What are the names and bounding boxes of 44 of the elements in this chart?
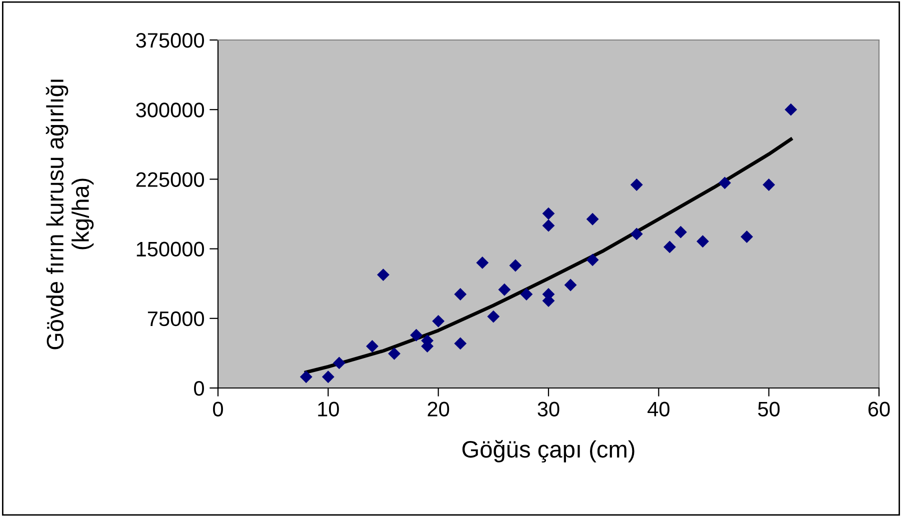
point bbox=[630, 178, 643, 191]
x-tick-label: 30 bbox=[538, 402, 560, 416]
y-axis-title: Gövde fırın kurusu ağırlığı (kg/ha) bbox=[46, 80, 94, 350]
point bbox=[762, 178, 776, 191]
point bbox=[663, 240, 676, 254]
x-tick-label: 40 bbox=[648, 402, 670, 416]
point bbox=[454, 288, 467, 300]
point bbox=[586, 212, 599, 226]
point bbox=[487, 310, 500, 323]
y-tick-label: 0 bbox=[194, 381, 204, 396]
point bbox=[630, 228, 643, 240]
y-tick-label: 300000 bbox=[136, 102, 204, 118]
point bbox=[564, 278, 577, 292]
point bbox=[740, 230, 754, 243]
point bbox=[542, 207, 555, 220]
point bbox=[366, 340, 378, 352]
point bbox=[586, 254, 599, 266]
x-tick-label: 10 bbox=[318, 402, 339, 416]
point bbox=[718, 176, 731, 190]
x-tick-label: 50 bbox=[758, 402, 780, 416]
x-tick-label: 0 bbox=[213, 402, 223, 416]
y-tick-label: 75000 bbox=[148, 311, 204, 326]
x-tick-label: 20 bbox=[428, 402, 450, 416]
point bbox=[520, 288, 533, 300]
x-axis-title: Göğüs çapı (cm) bbox=[462, 440, 634, 462]
y-tick-label: 375000 bbox=[136, 33, 204, 48]
point bbox=[542, 219, 555, 232]
point bbox=[322, 370, 334, 384]
point bbox=[784, 103, 798, 116]
point bbox=[696, 235, 709, 248]
point bbox=[410, 328, 423, 342]
point bbox=[300, 370, 312, 384]
point bbox=[332, 356, 346, 370]
y-tick-label: 150000 bbox=[136, 242, 204, 257]
point bbox=[432, 314, 445, 328]
point bbox=[509, 259, 522, 272]
x-tick-label: 60 bbox=[868, 402, 890, 416]
point bbox=[388, 347, 400, 360]
point bbox=[498, 283, 511, 296]
point bbox=[454, 337, 467, 350]
point bbox=[377, 268, 390, 281]
y-tick-label: 225000 bbox=[136, 172, 204, 187]
point bbox=[674, 226, 687, 238]
point bbox=[476, 256, 489, 269]
